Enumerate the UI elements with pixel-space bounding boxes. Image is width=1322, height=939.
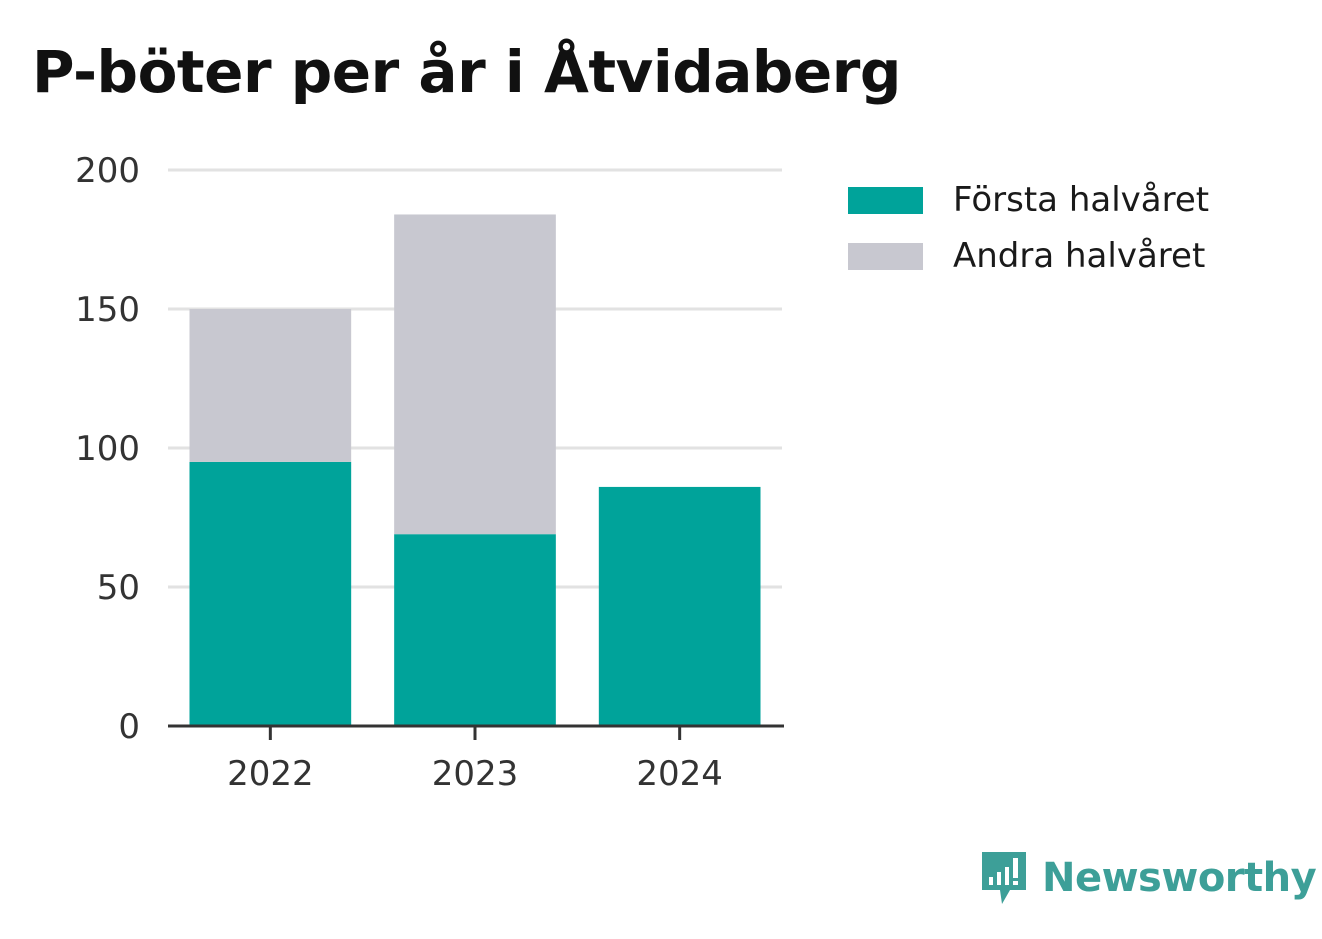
legend-item: Andra halvåret	[848, 228, 1209, 284]
bar-2022-series-1	[189, 309, 352, 462]
x-tick-label: 2023	[432, 754, 519, 794]
bar-2022-series-0	[189, 461, 352, 726]
bar-2023-series-1	[394, 214, 556, 535]
brand-logo: Newsworthy	[980, 848, 1317, 908]
legend-label: Första halvåret	[953, 180, 1210, 220]
legend-label: Andra halvåret	[953, 236, 1206, 276]
brand-name: Newsworthy	[1042, 855, 1317, 901]
y-tick-label: 150	[75, 290, 140, 330]
y-tick-label: 50	[97, 568, 140, 608]
y-axis: 0 50 100 150 200	[75, 151, 140, 747]
legend: Första halvåret Andra halvåret	[848, 172, 1209, 284]
bar-2023-series-0	[394, 534, 556, 726]
y-tick-label: 0	[118, 707, 140, 747]
x-tick-label: 2024	[636, 754, 723, 794]
y-tick-label: 100	[75, 429, 140, 469]
legend-swatch	[848, 186, 923, 214]
chart-title: P-böter per år i Åtvidaberg	[32, 38, 901, 106]
newsworthy-logo-icon	[982, 852, 1026, 904]
legend-item: Första halvåret	[848, 172, 1209, 228]
bars	[189, 214, 761, 726]
x-tick-label: 2022	[227, 754, 314, 794]
bar-2024-series-0	[598, 486, 761, 726]
x-axis: 2022 2023 2024	[168, 724, 784, 794]
legend-swatch	[848, 242, 923, 270]
y-tick-label: 200	[75, 151, 140, 191]
